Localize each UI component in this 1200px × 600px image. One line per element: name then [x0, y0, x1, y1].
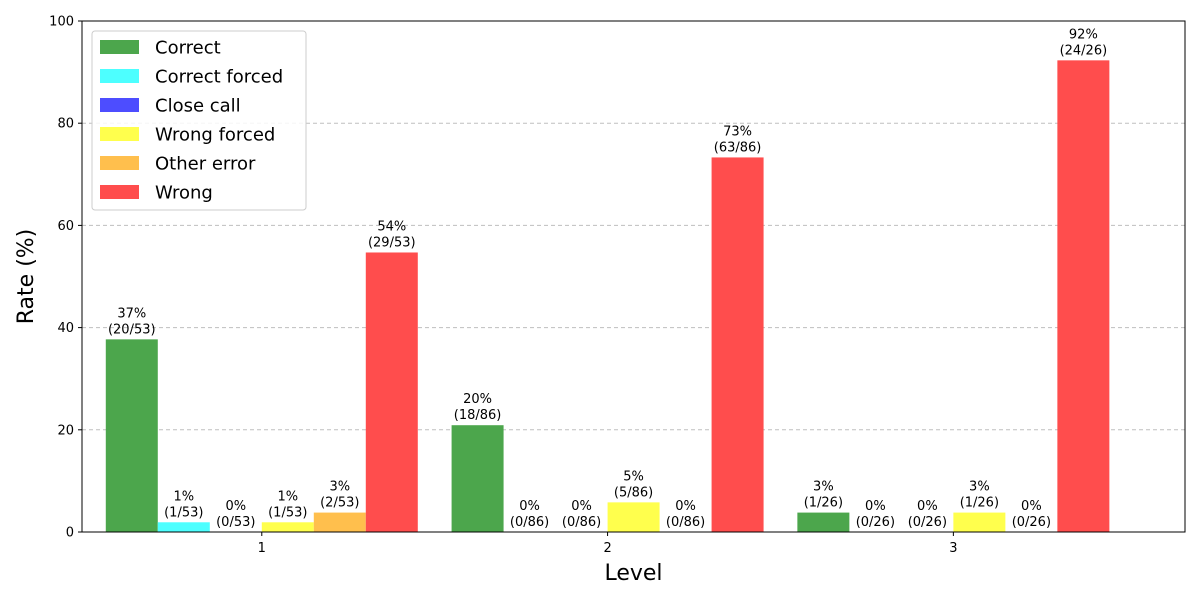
data-label-percent: 0%	[519, 499, 540, 514]
data-label-count: (0/86)	[666, 515, 705, 530]
data-label-percent: 1%	[277, 489, 298, 504]
data-label-count: (5/86)	[614, 485, 653, 500]
data-label-percent: 54%	[377, 219, 406, 234]
y-axis-ticks: 0 20 40 60 80 100	[49, 15, 82, 541]
x-tick-label: 2	[603, 541, 611, 556]
data-label-count: (20/53)	[108, 322, 156, 337]
data-labels: 37%(20/53)1%(1/53) 0%(0/53)1%(1/53)3%(2/5…	[108, 27, 1107, 530]
data-label-count: (24/26)	[1060, 43, 1108, 58]
y-tick-label: 100	[49, 15, 74, 30]
data-label-percent: 0%	[1021, 499, 1042, 514]
x-tick-label: 1	[258, 541, 266, 556]
data-label-count: (0/86)	[510, 515, 549, 530]
data-label-count: (2/53)	[320, 496, 359, 511]
data-label-count: (0/26)	[856, 515, 895, 530]
legend-label: Correct forced	[155, 67, 283, 88]
data-label-percent: 1%	[173, 489, 194, 504]
data-label-percent: 20%	[463, 392, 492, 407]
data-label-percent: 0%	[917, 499, 938, 514]
legend-label: Close call	[155, 96, 241, 117]
bar	[157, 522, 210, 532]
legend-label: Correct	[155, 38, 221, 59]
data-label-count: (1/26)	[960, 496, 999, 511]
y-tick-label: 40	[57, 321, 74, 336]
legend-swatch	[100, 185, 139, 199]
bar	[711, 157, 764, 532]
data-label-percent: 0%	[675, 499, 696, 514]
bar	[261, 522, 314, 532]
legend-label: Wrong forced	[155, 125, 275, 146]
data-label-count: (0/86)	[562, 515, 601, 530]
legend-swatch	[100, 127, 139, 141]
bar	[1057, 60, 1110, 533]
data-label-count: (29/53)	[368, 235, 416, 250]
data-label-count: (18/86)	[454, 408, 502, 423]
y-axis-title: Rate (%)	[14, 229, 39, 325]
bars	[105, 60, 1110, 533]
bar	[105, 339, 158, 532]
data-label-count: (1/26)	[804, 496, 843, 511]
y-tick-label: 80	[57, 117, 74, 132]
legend-box	[91, 30, 307, 211]
bar	[313, 512, 366, 532]
data-label-count: (1/53)	[268, 505, 307, 520]
x-axis-title: Level	[604, 561, 662, 586]
data-label-count: (1/53)	[164, 505, 203, 520]
data-label-percent: 3%	[969, 480, 990, 495]
legend-swatch	[100, 98, 139, 112]
data-label-percent: 0%	[571, 499, 592, 514]
bar	[607, 502, 660, 532]
data-label-count: (0/26)	[1012, 515, 1051, 530]
data-label-count: (0/53)	[216, 515, 255, 530]
legend-swatch	[100, 156, 139, 170]
data-label-percent: 0%	[865, 499, 886, 514]
y-tick-label: 20	[57, 423, 74, 438]
legend-swatch	[100, 69, 139, 83]
bar	[797, 512, 850, 532]
legend-label: Other error	[155, 154, 256, 175]
bar	[953, 512, 1006, 532]
legend-swatch	[100, 40, 139, 54]
data-label-percent: 3%	[329, 480, 350, 495]
data-label-percent: 0%	[225, 499, 246, 514]
data-label-percent: 73%	[723, 124, 752, 139]
x-axis-ticks: 1 2 3	[258, 532, 958, 556]
data-label-percent: 3%	[813, 480, 834, 495]
legend-label: Wrong	[155, 183, 213, 204]
x-tick-label: 3	[949, 541, 957, 556]
bar	[365, 252, 418, 532]
data-label-count: (0/26)	[908, 515, 947, 530]
legend: Correct Correct forced Close call Wrong for…	[91, 30, 307, 211]
data-label-percent: 5%	[623, 469, 644, 484]
y-tick-label: 60	[57, 219, 74, 234]
data-label-percent: 92%	[1069, 27, 1098, 42]
y-tick-label: 0	[66, 526, 74, 541]
data-label-percent: 37%	[117, 306, 146, 321]
bar	[451, 425, 504, 532]
data-label-count: (63/86)	[714, 140, 762, 155]
plot-frame	[81, 20, 1186, 533]
